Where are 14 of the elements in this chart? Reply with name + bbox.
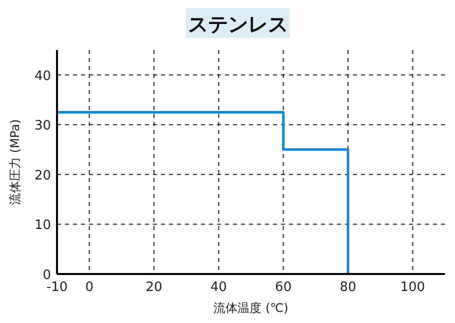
x-tick-label: 60 (275, 280, 292, 295)
y-tick-label: 30 (34, 118, 51, 134)
y-tick-label: 20 (34, 168, 51, 184)
x-tick-label: -10 (46, 280, 68, 295)
x-tick-label: 100 (400, 280, 426, 295)
y-tick-label: 0 (42, 268, 51, 283)
y-axis-title: 流体圧力 (MPa) (8, 119, 22, 205)
y-tick-label: 10 (34, 218, 51, 234)
x-tick-label: 20 (146, 280, 162, 295)
y-tick-label: 40 (34, 68, 51, 84)
x-tick-label: 40 (210, 280, 227, 295)
x-axis-title: 流体温度 (℃) (214, 301, 288, 315)
x-tick-label: 80 (340, 280, 356, 295)
x-tick-label: 0 (85, 280, 94, 295)
